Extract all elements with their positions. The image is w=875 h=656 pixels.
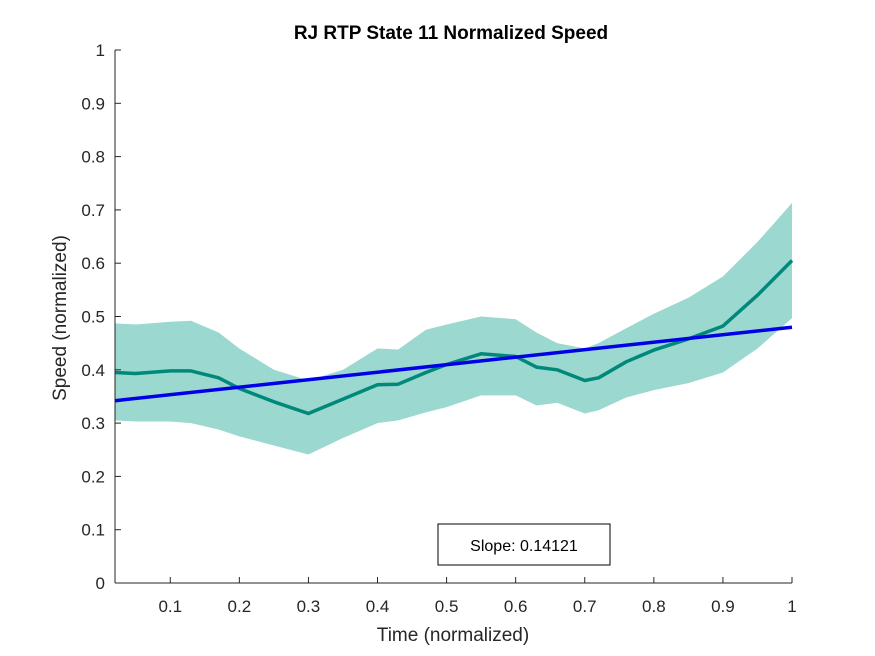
y-tick-label: 0.2 [81, 467, 105, 486]
y-tick-label: 0.9 [81, 94, 105, 113]
slope-annotation: Slope: 0.14121 [437, 523, 611, 566]
x-tick-label: 0.8 [642, 597, 666, 616]
y-tick-label: 0.1 [81, 521, 105, 540]
y-axis-label: Speed (normalized) [50, 235, 71, 401]
x-tick-label: 0.2 [228, 597, 252, 616]
linear-fit-line [114, 325, 793, 403]
chart-title: RJ RTP State 11 Normalized Speed [294, 23, 608, 44]
x-tick-label: 0.1 [158, 597, 182, 616]
plot-marks [114, 203, 794, 455]
x-tick-label: 0.9 [711, 597, 735, 616]
y-tick-label: 0.3 [81, 414, 105, 433]
x-tick-label: 0.3 [297, 597, 321, 616]
x-tick-label: 0.7 [573, 597, 597, 616]
confidence-band [115, 203, 792, 455]
y-tick-label: 0.8 [81, 148, 105, 167]
x-tick-label: 0.6 [504, 597, 528, 616]
slope-annotation-text: Slope: 0.14121 [470, 538, 578, 555]
x-axis-label: Time (normalized) [377, 625, 529, 646]
y-tick-label: 0.7 [81, 201, 105, 220]
y-tick-label: 1 [96, 41, 105, 60]
y-tick-label: 0.6 [81, 254, 105, 273]
x-ticks: 0.1 0.2 0.3 0.4 0.5 0.6 0.7 0.8 0.9 1 [158, 577, 797, 616]
slope-annotation-box [437, 523, 611, 566]
x-tick-label: 1 [787, 597, 796, 616]
x-tick-label: 0.4 [366, 597, 390, 616]
y-tick-label: 0.5 [81, 308, 105, 327]
y-tick-label: 0 [96, 574, 105, 593]
y-tick-label: 0.4 [81, 361, 105, 380]
x-tick-label: 0.5 [435, 597, 459, 616]
y-ticks: 0 0.1 0.2 0.3 0.4 0.5 0.6 0.7 0.8 0.9 1 [81, 41, 121, 593]
